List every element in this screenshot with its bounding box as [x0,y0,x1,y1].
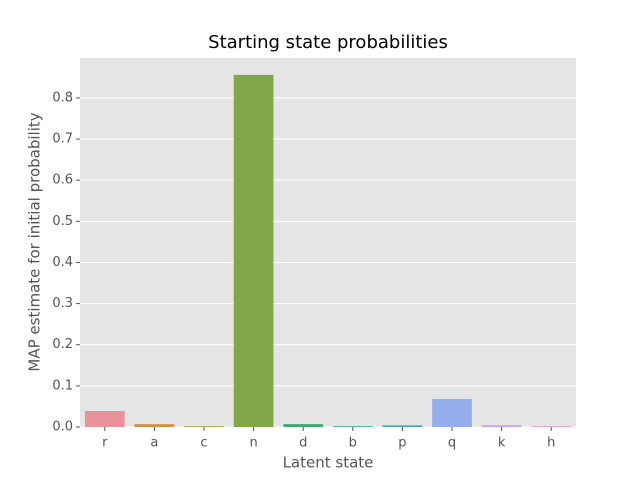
bar [233,74,274,428]
y-tick-label: 0.7 [52,132,73,147]
x-tick-label: p [398,436,406,451]
y-tick-label: 0.4 [52,255,73,270]
chart-title: Starting state probabilities [208,32,448,53]
bar [283,424,324,427]
y-tick-label: 0.6 [52,173,73,188]
y-tick-label: 0.0 [52,420,73,435]
x-tick-label: b [349,436,357,451]
x-tick-label: d [299,436,307,451]
y-tick-label: 0.1 [52,378,73,393]
x-tick-label: r [102,436,108,451]
y-tick-label: 0.3 [52,296,73,311]
y-tick-label: 0.5 [52,214,73,229]
x-tick-label: c [200,436,207,451]
x-axis-label: Latent state [283,454,374,472]
bar [134,424,175,427]
plot-area [80,58,576,427]
x-tick-label: h [547,436,555,451]
y-tick-label: 0.8 [52,90,73,105]
bar [184,426,224,427]
bar [481,425,522,427]
x-tick-label: a [150,436,158,451]
y-axis-label: MAP estimate for initial probability [26,112,44,371]
bar [382,425,423,427]
bar [432,399,472,427]
bar [332,426,373,427]
x-tick-label: n [249,436,257,451]
bar [84,410,125,427]
bar [531,426,572,427]
x-tick-label: k [498,436,506,451]
x-tick-label: q [448,436,456,451]
y-tick-label: 0.2 [52,337,73,352]
